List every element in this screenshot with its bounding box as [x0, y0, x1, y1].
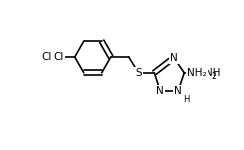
- Text: S: S: [135, 68, 142, 78]
- Text: 2: 2: [211, 72, 216, 81]
- Text: N: N: [174, 86, 182, 96]
- Text: Cl: Cl: [42, 52, 52, 62]
- Text: NH: NH: [197, 68, 213, 78]
- Text: N: N: [174, 86, 182, 96]
- Text: Cl: Cl: [54, 52, 64, 62]
- Text: NH₂: NH₂: [187, 68, 207, 78]
- Text: H: H: [183, 95, 189, 104]
- Text: N: N: [170, 53, 178, 63]
- Text: N: N: [156, 86, 164, 96]
- Text: N: N: [156, 86, 164, 96]
- Text: N: N: [170, 53, 178, 63]
- Text: S: S: [135, 68, 142, 78]
- Text: NH: NH: [205, 68, 221, 78]
